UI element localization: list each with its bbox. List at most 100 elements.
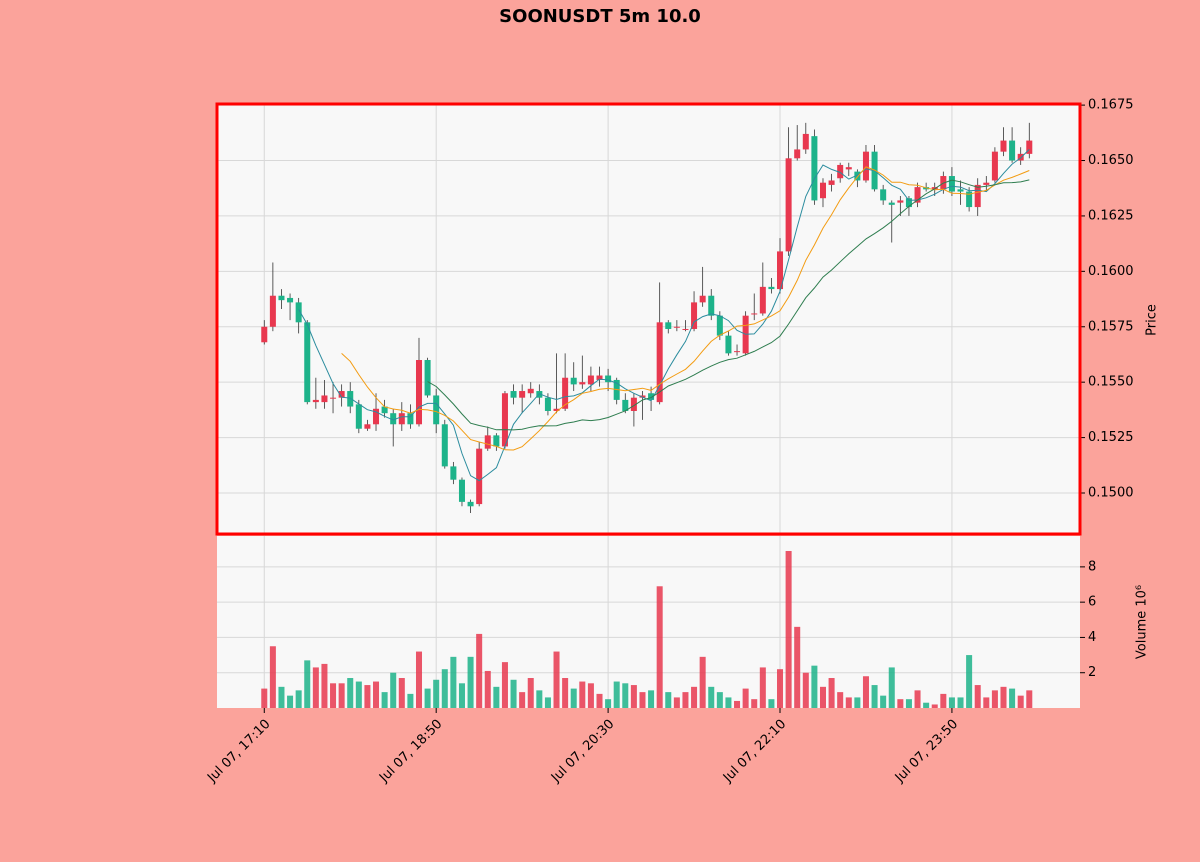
chart-title: SOONUSDT 5m 10.0: [499, 6, 701, 27]
candle-body: [648, 393, 655, 400]
candle-body: [570, 377, 577, 385]
volume-bar: [880, 695, 887, 708]
moving-average: [298, 149, 1030, 482]
candle-body: [1009, 140, 1016, 161]
volume-bar: [1026, 690, 1033, 708]
candle-body: [330, 397, 337, 399]
y-tick-label: 0.1600: [1088, 264, 1134, 279]
candle-body: [587, 375, 594, 385]
candle-body: [734, 351, 741, 353]
candle-body: [424, 360, 431, 396]
volume-bar: [415, 651, 423, 708]
y-tick-label: 0.1575: [1088, 319, 1134, 334]
volume-bar: [278, 686, 285, 708]
candle-body: [777, 251, 784, 290]
volume-bar: [966, 655, 973, 708]
candle-body: [673, 326, 680, 328]
volume-bar: [630, 685, 637, 708]
candle-body: [398, 413, 405, 425]
volume-bar: [398, 678, 405, 708]
candle-body: [828, 180, 835, 185]
candle-body: [802, 133, 809, 150]
volume-bar: [1000, 686, 1007, 708]
volume-bar: [777, 669, 784, 708]
candle-body: [519, 391, 526, 398]
volume-bar: [553, 651, 560, 708]
candle-body: [544, 397, 551, 411]
x-tick-label: Jul 07, 17:10: [204, 717, 273, 786]
volume-bar: [433, 679, 440, 708]
y-axis-label: Price: [1145, 304, 1160, 336]
volume-bar: [295, 690, 302, 708]
volume-bar: [613, 681, 620, 708]
volume-bar: [974, 685, 981, 708]
volume-bar: [665, 692, 672, 708]
volume-bar: [734, 700, 741, 708]
volume-bar: [811, 665, 818, 708]
candle-body: [622, 399, 629, 411]
candle-body: [768, 286, 775, 290]
volume-bar: [407, 693, 414, 708]
volume-bar: [837, 692, 844, 708]
candle-body: [682, 328, 689, 330]
volume-bar: [390, 672, 397, 708]
volume-bar: [476, 633, 483, 708]
volume-bar: [1017, 695, 1024, 708]
candle-body: [562, 377, 569, 409]
candle-body: [355, 404, 362, 429]
y-tick-label: 0.1500: [1088, 485, 1134, 500]
candle-body: [605, 375, 612, 383]
candle-body: [390, 413, 397, 425]
x-tick-label: Jul 07, 18:50: [376, 717, 445, 786]
volume-bar: [828, 678, 835, 708]
volume-bar: [751, 699, 758, 708]
volume-bar: [914, 690, 921, 708]
candle-body: [811, 136, 818, 201]
candle-body: [880, 189, 887, 201]
volume-bar: [768, 699, 775, 708]
candle-body: [364, 424, 371, 429]
moving-average: [427, 179, 1030, 431]
volume-bar: [708, 686, 715, 708]
candle-body: [407, 413, 414, 425]
y-tick-label: 0.1675: [1088, 98, 1134, 113]
candle-body: [433, 395, 440, 425]
volume-bar: [742, 688, 749, 708]
candle-body: [553, 408, 560, 411]
volume-bar: [725, 697, 732, 708]
volume-bar: [931, 704, 938, 708]
candle-body: [295, 302, 302, 323]
y-tick-label: 0.1550: [1088, 375, 1134, 390]
candle-body: [501, 393, 508, 447]
price-panel: [217, 104, 1080, 534]
candle-body: [691, 302, 698, 329]
candle-body: [450, 466, 457, 480]
candle-body: [579, 382, 586, 385]
candle-body: [957, 189, 964, 192]
volume-bar: [355, 681, 362, 708]
candle-body: [1026, 140, 1033, 154]
volume-bar: [570, 688, 577, 708]
candle-body: [785, 158, 792, 252]
candle-body: [794, 149, 801, 159]
volume-bar: [905, 699, 912, 708]
candle-body: [639, 395, 646, 398]
candle-body: [845, 167, 852, 170]
volume-bar: [450, 656, 457, 708]
volume-bar: [794, 626, 801, 708]
volume-bar: [923, 702, 930, 708]
volume-bar: [364, 685, 371, 708]
volume-bar: [338, 683, 345, 708]
candle-body: [476, 448, 483, 505]
volume-bar: [845, 697, 852, 708]
candle-body: [991, 151, 998, 181]
volume-bar: [940, 693, 947, 708]
moving-average: [341, 166, 1030, 451]
volume-bar: [579, 681, 586, 708]
candle-body: [441, 424, 448, 467]
candle-body: [888, 202, 895, 205]
volume-bar: [854, 697, 861, 708]
volume-bar: [304, 660, 311, 708]
candle-body: [983, 182, 990, 185]
